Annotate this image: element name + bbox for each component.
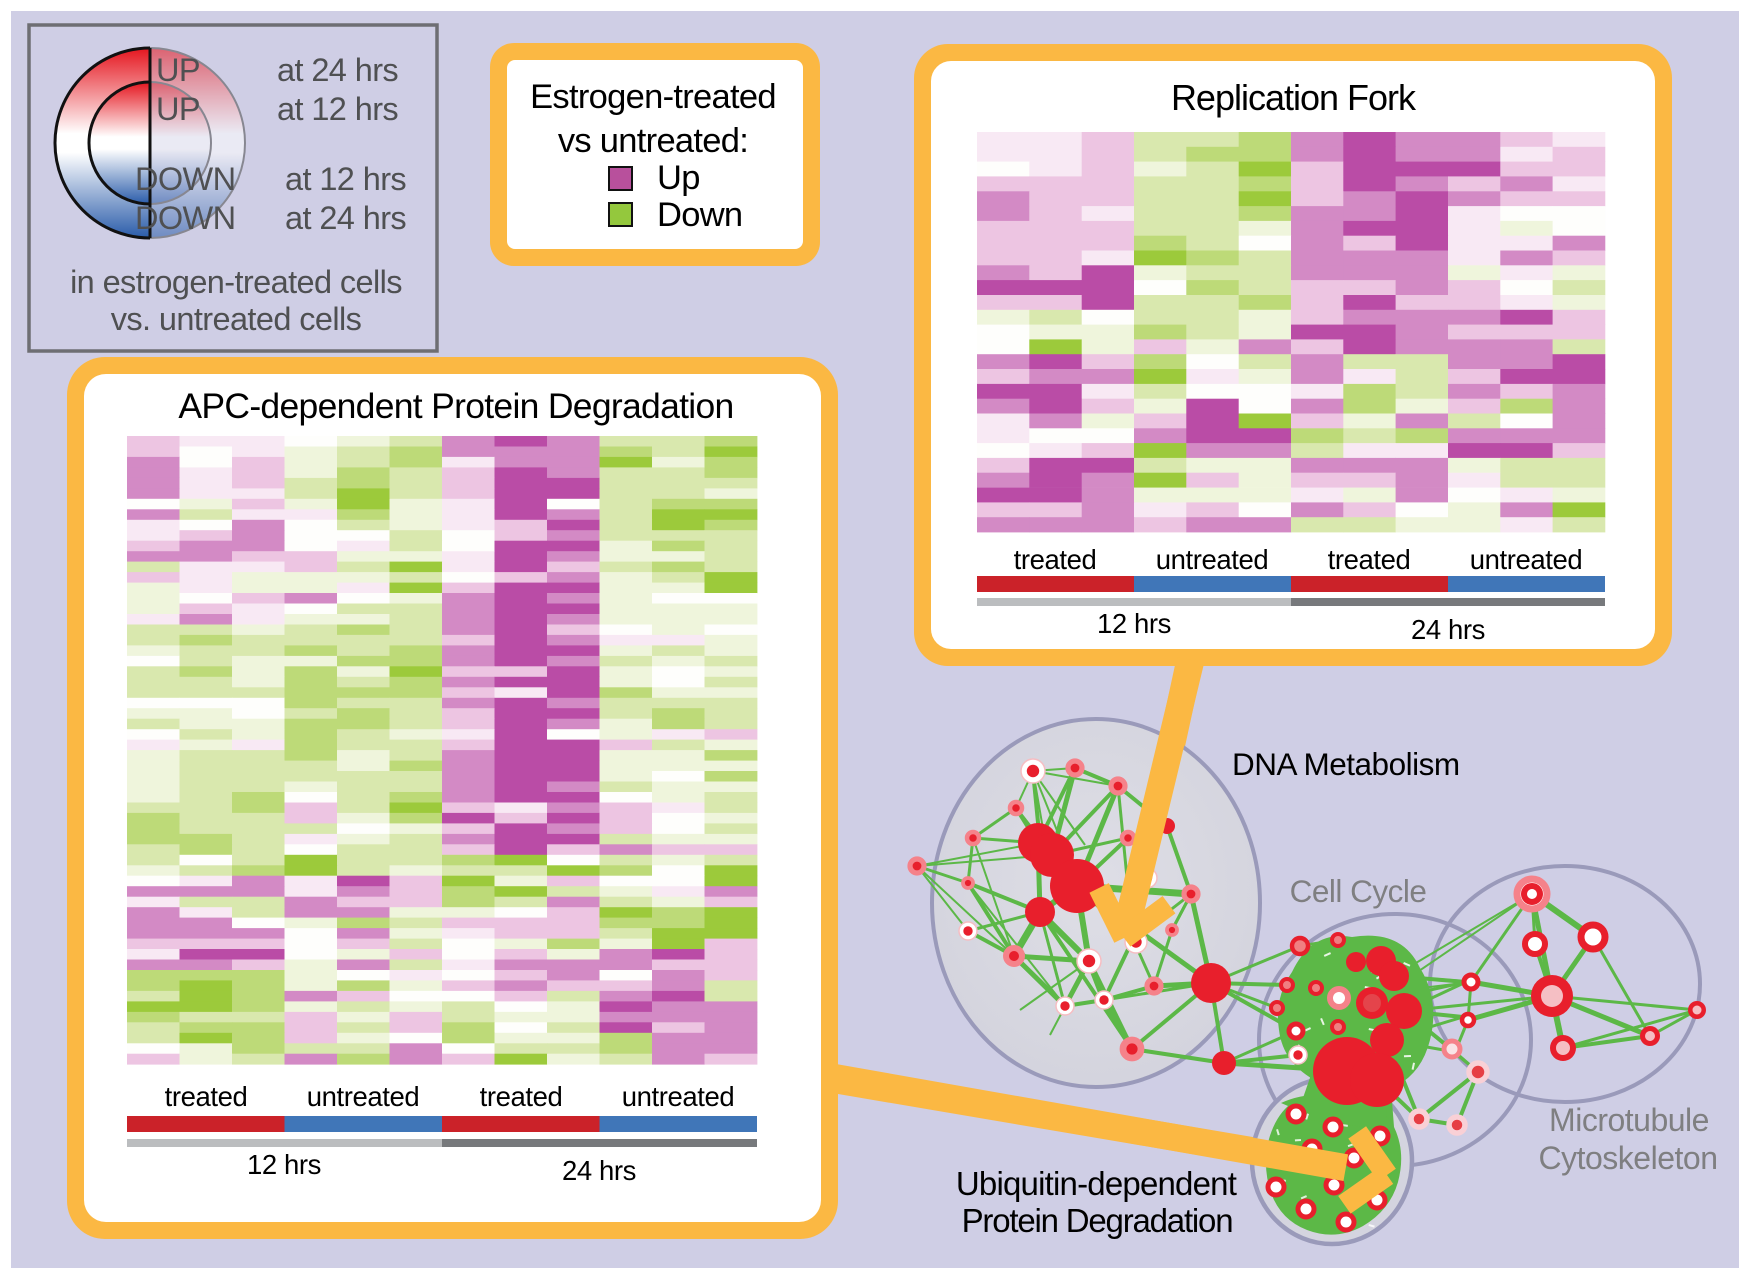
svg-text:treated: treated	[1328, 544, 1411, 575]
svg-text:12 hrs: 12 hrs	[247, 1149, 321, 1180]
svg-text:APC-dependent Protein Degradat: APC-dependent Protein Degradation	[178, 386, 733, 426]
svg-text:UP: UP	[156, 91, 200, 127]
svg-text:24 hrs: 24 hrs	[562, 1155, 636, 1186]
svg-text:DNA Metabolism: DNA Metabolism	[1232, 746, 1460, 782]
svg-text:treated: treated	[480, 1081, 563, 1112]
svg-text:UP: UP	[156, 52, 200, 88]
svg-text:treated: treated	[1014, 544, 1097, 575]
svg-text:Replication Fork: Replication Fork	[1171, 77, 1417, 118]
svg-text:untreated: untreated	[1470, 544, 1583, 575]
svg-text:Microtubule: Microtubule	[1549, 1102, 1709, 1138]
svg-text:Protein Degradation: Protein Degradation	[962, 1202, 1233, 1239]
svg-text:treated: treated	[165, 1081, 248, 1112]
svg-text:untreated: untreated	[307, 1081, 420, 1112]
svg-text:vs untreated:: vs untreated:	[558, 122, 748, 160]
svg-text:Up: Up	[657, 159, 700, 197]
svg-text:in estrogen-treated cells: in estrogen-treated cells	[70, 264, 402, 300]
svg-text:Ubiquitin-dependent: Ubiquitin-dependent	[956, 1165, 1237, 1202]
svg-text:12 hrs: 12 hrs	[1097, 608, 1171, 639]
svg-text:24 hrs: 24 hrs	[1411, 614, 1485, 645]
svg-text:at 12 hrs: at 12 hrs	[285, 161, 406, 197]
svg-text:vs. untreated cells: vs. untreated cells	[111, 301, 362, 337]
svg-text:at 24 hrs: at 24 hrs	[285, 200, 406, 236]
svg-text:DOWN: DOWN	[135, 200, 236, 236]
svg-text:at 12 hrs: at 12 hrs	[277, 91, 398, 127]
svg-text:untreated: untreated	[622, 1081, 735, 1112]
svg-text:Down: Down	[657, 196, 742, 234]
svg-text:untreated: untreated	[1156, 544, 1269, 575]
svg-text:Estrogen-treated: Estrogen-treated	[530, 78, 776, 116]
svg-text:DOWN: DOWN	[135, 161, 236, 197]
svg-text:Cell Cycle: Cell Cycle	[1290, 873, 1427, 909]
svg-text:at 24 hrs: at 24 hrs	[277, 52, 398, 88]
svg-text:Cytoskeleton: Cytoskeleton	[1539, 1140, 1718, 1176]
